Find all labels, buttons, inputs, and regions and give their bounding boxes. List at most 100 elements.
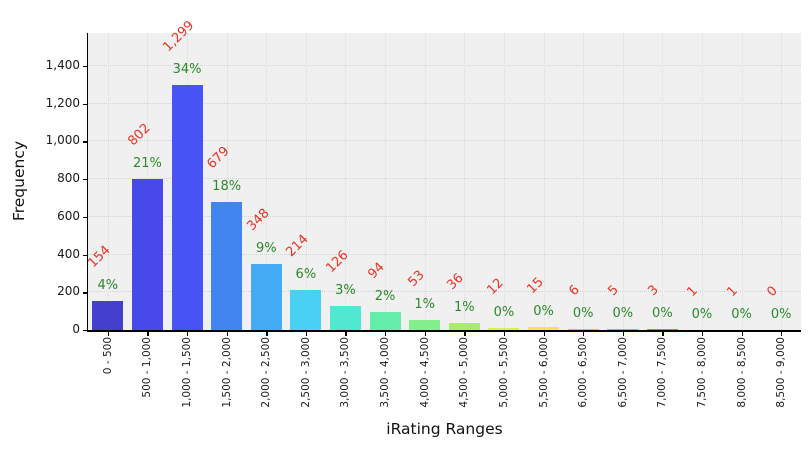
x-tick [305,331,308,336]
bar-percent-label: 0% [652,306,673,322]
gridline-vertical [266,33,268,330]
y-tick-label: 1,200 [45,95,80,110]
gridline-vertical [464,33,466,330]
bar-count-label: 1 [724,283,741,300]
bar [131,178,163,330]
gridline-vertical [107,33,109,330]
bar-count-label: 1 [684,283,702,300]
x-tick-label: 2,000 - 2,500 [260,337,273,408]
bar-percent-label: 0% [572,305,594,321]
gridline-horizontal [88,65,801,66]
bar-count-label: 3 [645,282,662,300]
bar-count-label: 214 [283,231,312,260]
x-tick [701,331,704,336]
x-tick [503,331,506,336]
x-tick [187,331,189,336]
bar [369,312,401,330]
y-tick-label: 400 [57,246,80,261]
gridline-vertical [503,33,505,330]
y-tick-label: 1,400 [45,58,80,72]
gridline-horizontal [88,102,801,104]
bar [92,300,124,330]
bar-percent-label: 0% [612,306,634,322]
x-tick-label: 4,000 - 4,500 [418,337,431,408]
bar [646,329,678,330]
x-tick-label: 3,000 - 3,500 [339,337,352,408]
bar-percent-label: 2% [374,289,396,305]
gridline-vertical [345,33,347,330]
bar-count-label: 348 [244,206,273,235]
bar-percent-label: 0% [770,307,792,322]
bar-percent-label: 0% [731,306,752,322]
bar [171,85,203,330]
x-tick-label: 6,000 - 6,500 [577,337,590,408]
gridline-vertical [543,33,545,330]
gridline-vertical [622,33,624,330]
bar-count-label: 0 [764,283,781,300]
y-tick [83,66,88,68]
bar-percent-label: 34% [172,62,202,78]
y-tick [83,141,88,143]
gridline-horizontal [88,253,801,255]
x-axis-title: iRating Ranges [386,420,503,438]
bar-percent-label: 1% [453,300,475,316]
bar-percent-label: 9% [255,241,277,257]
y-tick-label: 1,000 [45,133,80,148]
gridline-vertical [583,33,585,330]
y-tick [83,330,88,332]
x-tick-label: 5,000 - 5,500 [497,337,510,408]
x-tick-label: 5,500 - 6,000 [537,337,550,408]
y-axis-title: Frequency [10,140,28,222]
gridline-vertical [226,33,228,330]
x-tick-label: 8,000 - 8,500 [735,337,748,408]
x-tick-label: 500 - 1,000 [141,337,154,398]
x-tick [741,331,743,336]
plot-area: 4% 154 21% 802 34% 1,299 18% 679 9% 348 6% 214 3% 126… [85,18,801,330]
bar-count-label: 6 [566,282,583,299]
bar [250,264,282,330]
bar-percent-label: 6% [295,266,317,282]
x-tick-label: 8,500 - 9,000 [775,337,788,408]
x-tick [345,331,347,336]
gridline-vertical [424,33,426,330]
y-tick [83,254,88,256]
bar-count-label: 5 [605,282,623,300]
gridline-horizontal [88,178,801,180]
x-tick-label: 7,000 - 7,500 [656,337,669,408]
bar [211,201,243,330]
y-tick-label: 800 [57,171,80,186]
bar [528,327,560,330]
y-axis-spine [87,33,89,331]
bar-count-label: 802 [125,120,154,149]
bar-percent-label: 21% [132,155,162,171]
gridline-vertical [385,33,387,330]
x-tick-label: 7,500 - 8,000 [695,337,708,408]
x-tick [266,331,268,336]
bar [409,320,441,330]
x-tick [583,331,585,336]
x-tick [424,331,426,336]
x-tick [385,331,387,336]
x-tick [147,331,149,336]
y-tick-label: 0 [72,322,80,336]
y-tick-label: 600 [57,208,80,223]
bar-count-label: 1,299 [159,18,197,56]
x-tick [226,331,228,336]
y-tick [83,216,88,219]
gridline-vertical [305,33,307,330]
x-tick [622,331,625,336]
y-tick [83,179,88,181]
bar [567,328,599,330]
x-tick [781,331,783,336]
bar-percent-label: 18% [212,178,242,194]
x-tick [662,331,664,336]
bar [488,327,520,330]
x-tick-label: 1,000 - 1,500 [181,337,194,408]
gridline-vertical [741,33,743,330]
x-axis-spine [87,330,801,332]
bar-percent-label: 4% [97,277,119,293]
gridline-vertical [781,33,783,330]
bar-count-label: 679 [204,143,233,172]
bar-count-label: 154 [85,242,114,271]
bar-count-label: 126 [323,248,352,277]
